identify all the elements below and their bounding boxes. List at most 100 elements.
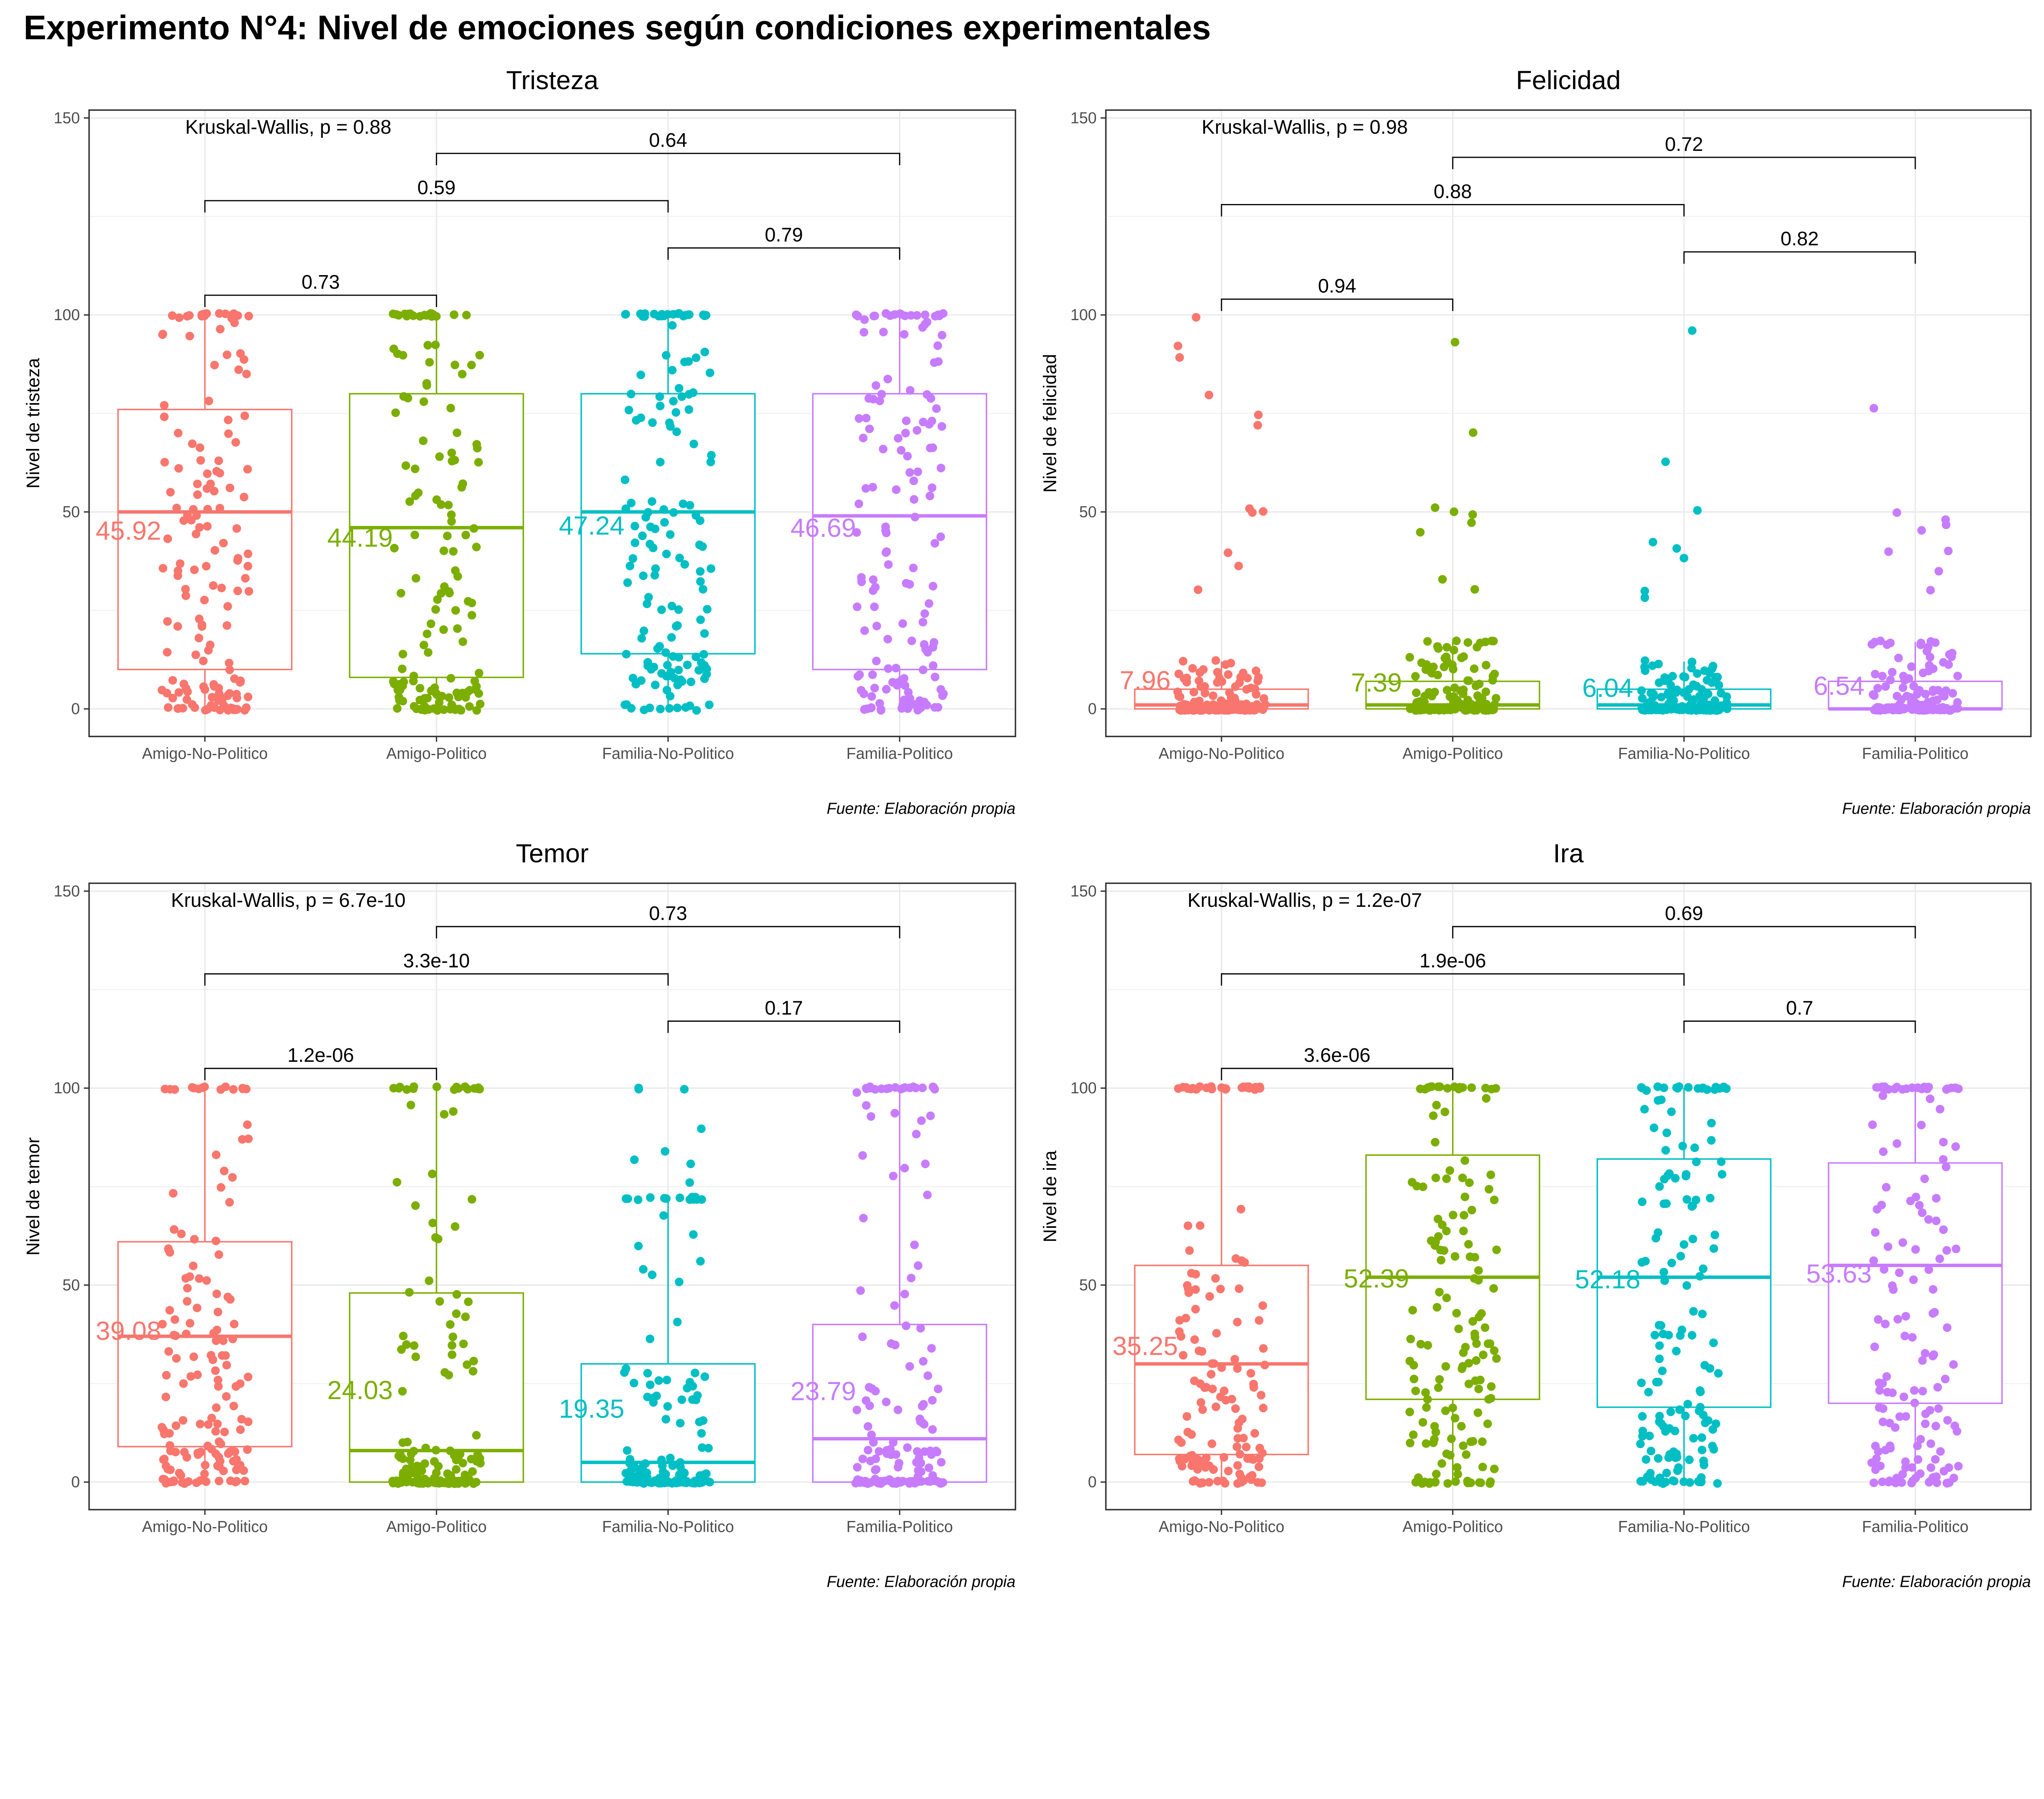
points-familia-politico bbox=[1867, 404, 1962, 715]
data-point bbox=[1907, 662, 1916, 671]
data-point bbox=[1192, 313, 1201, 322]
data-point bbox=[210, 682, 219, 691]
data-point bbox=[1655, 1411, 1664, 1421]
data-point bbox=[1254, 703, 1263, 712]
data-point bbox=[1175, 1454, 1184, 1463]
data-point bbox=[867, 703, 876, 712]
data-point bbox=[648, 1270, 657, 1279]
data-point bbox=[1667, 1107, 1676, 1116]
data-point bbox=[853, 1463, 862, 1472]
data-point bbox=[683, 660, 692, 669]
data-point bbox=[451, 606, 460, 615]
x-tick-label: Familia-No-Politico bbox=[1618, 1518, 1750, 1536]
data-point bbox=[1426, 706, 1435, 715]
mean-label: 39.08 bbox=[96, 1316, 161, 1346]
data-point bbox=[475, 351, 484, 360]
data-point bbox=[431, 340, 440, 350]
data-point bbox=[1489, 1284, 1498, 1293]
data-point bbox=[1917, 526, 1926, 535]
mean-label: 19.35 bbox=[559, 1394, 624, 1423]
data-point bbox=[1649, 704, 1658, 713]
data-point bbox=[1696, 1403, 1705, 1412]
data-point bbox=[1921, 706, 1930, 715]
data-point bbox=[214, 1250, 223, 1259]
data-point bbox=[689, 440, 698, 449]
data-point bbox=[700, 348, 709, 357]
data-point bbox=[696, 577, 705, 586]
data-point bbox=[193, 1370, 202, 1380]
data-point bbox=[867, 692, 876, 701]
data-point bbox=[892, 485, 901, 494]
data-point bbox=[439, 625, 448, 634]
data-point bbox=[636, 370, 645, 379]
data-point bbox=[1432, 1101, 1441, 1110]
data-point bbox=[1641, 1455, 1651, 1464]
data-point bbox=[1233, 1434, 1242, 1443]
data-point bbox=[1435, 1288, 1444, 1297]
data-point bbox=[195, 523, 204, 532]
data-point bbox=[663, 1478, 673, 1487]
data-point bbox=[1722, 698, 1731, 707]
data-point bbox=[1243, 673, 1252, 682]
data-point bbox=[668, 652, 678, 661]
p-value-label: 1.9e-06 bbox=[1419, 950, 1486, 972]
data-point bbox=[1472, 1356, 1481, 1365]
data-point bbox=[415, 312, 424, 321]
data-point bbox=[1255, 1444, 1264, 1453]
data-point bbox=[214, 456, 223, 465]
data-point bbox=[233, 705, 242, 714]
data-point bbox=[1665, 691, 1674, 700]
bracket-line bbox=[204, 200, 669, 213]
data-point bbox=[1481, 1094, 1491, 1103]
data-point bbox=[201, 1460, 210, 1470]
data-point bbox=[1694, 1477, 1703, 1486]
data-point bbox=[852, 528, 861, 537]
data-point bbox=[890, 1108, 899, 1118]
data-point bbox=[220, 1427, 229, 1436]
data-point bbox=[630, 538, 639, 547]
data-point bbox=[916, 1323, 925, 1333]
bracket-line bbox=[204, 1068, 437, 1081]
data-point bbox=[443, 1469, 452, 1478]
data-point bbox=[1430, 1241, 1439, 1250]
data-point bbox=[1211, 703, 1220, 713]
data-point bbox=[209, 581, 218, 590]
data-point bbox=[217, 1183, 226, 1192]
data-point bbox=[231, 1447, 240, 1456]
data-point bbox=[1698, 1310, 1707, 1319]
data-point bbox=[447, 449, 456, 458]
data-point bbox=[1685, 1478, 1694, 1487]
data-point bbox=[1920, 1174, 1929, 1183]
data-point bbox=[228, 1335, 237, 1344]
data-point bbox=[1255, 1462, 1264, 1472]
x-tick-label: Amigo-Politico bbox=[386, 1518, 487, 1536]
data-point bbox=[225, 665, 234, 674]
data-point bbox=[1217, 1083, 1226, 1092]
data-point bbox=[419, 397, 428, 406]
data-point bbox=[1661, 457, 1670, 466]
data-point bbox=[879, 327, 888, 336]
data-point bbox=[1898, 1085, 1907, 1094]
data-point bbox=[1637, 686, 1646, 695]
data-point bbox=[1671, 1174, 1680, 1183]
data-point bbox=[694, 666, 704, 675]
data-point bbox=[1255, 1316, 1264, 1325]
data-point bbox=[866, 1112, 876, 1121]
data-point bbox=[1679, 554, 1688, 563]
data-point bbox=[1917, 1121, 1926, 1130]
data-point bbox=[1423, 1395, 1432, 1404]
data-point bbox=[199, 656, 208, 666]
data-point bbox=[919, 417, 928, 426]
data-point bbox=[182, 1329, 191, 1339]
data-point bbox=[1467, 700, 1476, 709]
data-point bbox=[673, 1317, 682, 1326]
y-tick-label: 150 bbox=[1071, 109, 1097, 127]
data-point bbox=[1226, 659, 1235, 668]
data-point bbox=[692, 706, 701, 715]
data-point bbox=[1924, 1265, 1933, 1274]
data-point bbox=[415, 684, 424, 693]
data-point bbox=[1470, 1333, 1479, 1342]
data-point bbox=[637, 634, 646, 643]
data-point bbox=[1407, 1178, 1416, 1187]
data-point bbox=[1871, 670, 1880, 679]
